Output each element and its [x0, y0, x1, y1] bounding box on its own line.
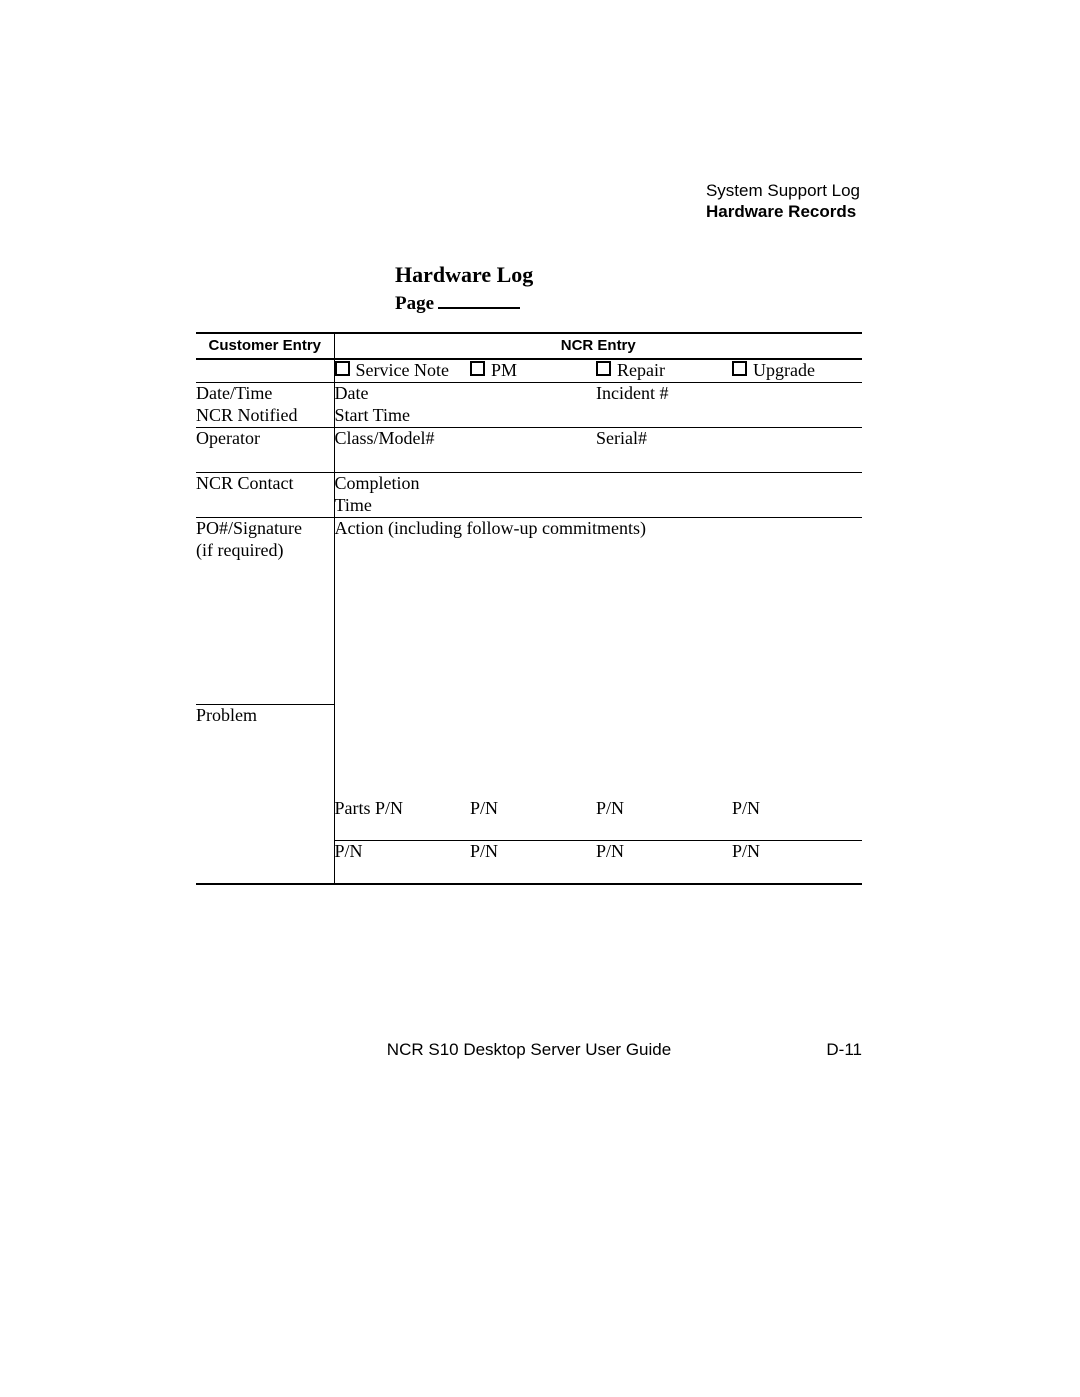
checkbox-icon: [596, 361, 611, 376]
hardware-log-table: Customer Entry NCR Entry Service Note PM…: [196, 332, 862, 885]
header-line-1: System Support Log: [706, 180, 860, 201]
field-parts-pn: Parts P/N: [334, 798, 470, 840]
row-ncr-contact: NCR Contact Completion Time: [196, 472, 862, 517]
field-pn: P/N: [596, 798, 732, 840]
label-problem: Problem: [196, 704, 334, 798]
checkbox-icon: [335, 361, 350, 376]
field-pn: P/N: [732, 798, 862, 840]
field-class-model: Class/Model#: [334, 427, 596, 472]
checkbox-icon: [732, 361, 747, 376]
label-datetime-ncr-notified: Date/Time NCR Notified: [196, 382, 334, 427]
field-pn: P/N: [334, 840, 470, 883]
checkbox-repair: Repair: [596, 359, 732, 382]
header-line-2: Hardware Records: [706, 201, 860, 222]
field-pn: P/N: [596, 840, 732, 883]
checkbox-icon: [470, 361, 485, 376]
col-header-customer: Customer Entry: [196, 333, 334, 359]
label-operator: Operator: [196, 427, 334, 472]
field-completion-time: Completion Time: [334, 472, 862, 517]
field-incident: Incident #: [596, 382, 862, 427]
checkbox-upgrade: Upgrade: [732, 359, 862, 382]
page-label-text: Page: [395, 293, 434, 314]
footer-title: NCR S10 Desktop Server User Guide: [196, 1040, 862, 1060]
field-pn: P/N: [470, 840, 596, 883]
footer-page-number: D-11: [826, 1040, 862, 1060]
field-date-starttime: Date Start Time: [334, 382, 596, 427]
row-parts-pn-2: P/N P/N P/N P/N: [196, 840, 862, 883]
page-header: System Support Log Hardware Records: [706, 180, 860, 223]
section-title: Hardware Log: [395, 262, 533, 288]
row-po-signature: PO#/Signature (if required) Action (incl…: [196, 517, 862, 704]
field-action: Action (including follow-up commitments): [334, 517, 862, 798]
checkbox-row: Service Note PM Repair Upgrade: [196, 359, 862, 382]
checkbox-pm: PM: [470, 359, 596, 382]
table-header-row: Customer Entry NCR Entry: [196, 333, 862, 359]
label-ncr-contact: NCR Contact: [196, 472, 334, 517]
checkbox-service-note: Service Note: [334, 359, 470, 382]
row-parts-pn-1: Parts P/N P/N P/N P/N: [196, 798, 862, 840]
page-blank-line: [438, 307, 520, 309]
row-operator: Operator Class/Model# Serial#: [196, 427, 862, 472]
field-pn: P/N: [732, 840, 862, 883]
field-serial: Serial#: [596, 427, 862, 472]
page-footer: NCR S10 Desktop Server User Guide D-11: [196, 1040, 862, 1060]
row-datetime: Date/Time NCR Notified Date Start Time I…: [196, 382, 862, 427]
document-page: System Support Log Hardware Records Hard…: [0, 0, 1080, 1397]
col-header-ncr: NCR Entry: [334, 333, 862, 359]
field-pn: P/N: [470, 798, 596, 840]
page-number-field: Page: [395, 293, 520, 315]
label-po-signature: PO#/Signature (if required): [196, 517, 334, 704]
